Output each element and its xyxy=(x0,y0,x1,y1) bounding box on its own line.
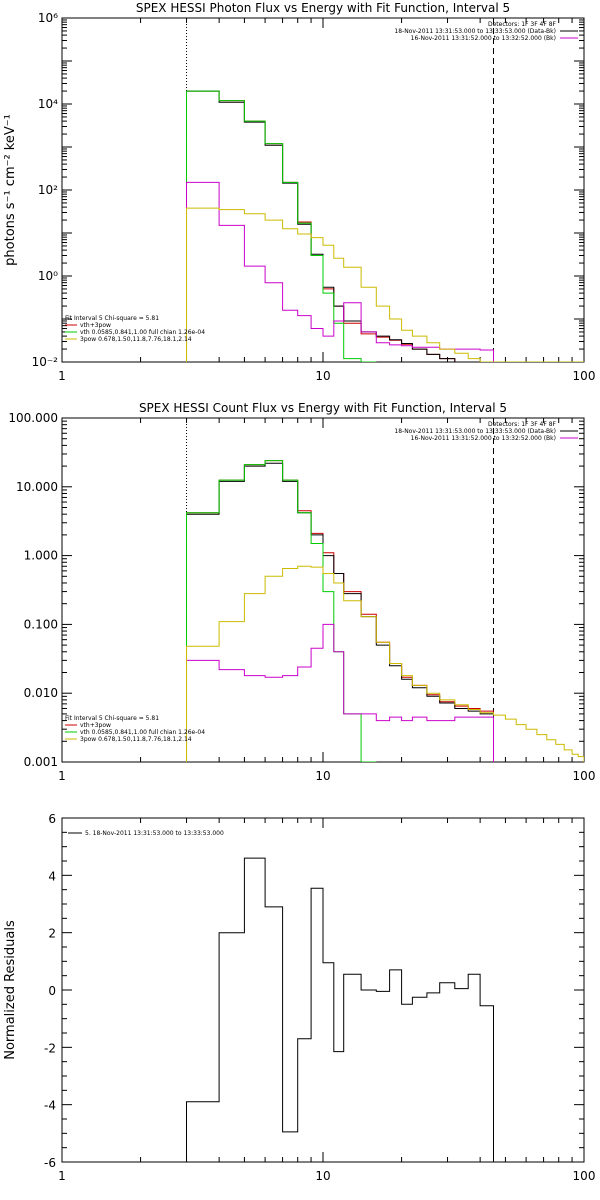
chart-title: SPEX HESSI Photon Flux vs Energy with Fi… xyxy=(136,1,510,15)
y-tick-label: -6 xyxy=(44,1156,56,1170)
series-bkg-line xyxy=(186,623,494,762)
series-residuals-line xyxy=(186,857,494,1162)
legend-entry: vth 0.0585,0.841,1.00 full chian 1.26e-0… xyxy=(80,729,205,736)
series-vth-line xyxy=(186,460,377,762)
y-tick-label: -4 xyxy=(44,1099,56,1113)
chart-title: SPEX HESSI Count Flux vs Energy with Fit… xyxy=(139,401,507,415)
legend-entry: 16-Nov-2011 13:31:52.000 to 13:32:52.000… xyxy=(411,435,556,442)
y-tick-label: 6 xyxy=(48,812,56,826)
y-tick-label: 0 xyxy=(48,984,56,998)
series-3pow-line xyxy=(186,565,584,762)
legend-entry: Fit Interval 5 Chi-square = 5.81 xyxy=(65,715,159,722)
legend-entry: Fit Interval 5 Chi-square = 5.81 xyxy=(65,315,159,322)
series-data_count-line xyxy=(186,462,494,762)
y-tick-label: 0.100 xyxy=(24,617,58,631)
x-tick-label: 1 xyxy=(58,769,66,783)
x-tick-label: 10 xyxy=(315,369,330,383)
legend-entry: 3pow 0.678,1.50,11.8,7.76,18.1,2.14 xyxy=(80,736,192,743)
legend-entry: 18-Nov-2011 13:31:53.000 to 13:33:53.000… xyxy=(394,28,556,35)
x-tick-label: 100 xyxy=(573,1169,596,1183)
x-tick-label: 10 xyxy=(315,769,330,783)
plot-frame xyxy=(61,817,585,1163)
y-tick-label: 10.000 xyxy=(16,480,58,494)
y-axis-label: Normalized Residuals xyxy=(3,920,18,1060)
y-tick-label: 10² xyxy=(38,183,58,197)
y-tick-label: 0.010 xyxy=(24,686,58,700)
plot-area xyxy=(186,460,584,762)
legend-entry: vth+3pow xyxy=(80,722,111,729)
y-tick-label: 10⁶ xyxy=(38,11,58,25)
x-tick-label: 100 xyxy=(573,769,596,783)
y-tick-label: 100.000 xyxy=(8,411,58,425)
panel-residuals: 1 10 100 -6 -4 -2 0 2 4 6 Normalized Residuals 5. 1… xyxy=(3,812,595,1183)
series-vth+3pow-line xyxy=(186,460,494,762)
y-tick-label: 2 xyxy=(48,927,56,941)
series-3pow-line xyxy=(186,207,584,362)
legend-entry: vth+3pow xyxy=(80,322,111,329)
panel-photon_flux: SPEX HESSI Photon Flux vs Energy with Fi… xyxy=(3,1,595,383)
plot-frame xyxy=(61,17,585,363)
series-vth-line xyxy=(186,90,377,362)
legend-entry: 18-Nov-2011 13:31:53.000 to 13:33:53.000… xyxy=(394,428,556,435)
x-tick-label: 1 xyxy=(58,1169,66,1183)
legend-entry: vth 0.0585,0.841,1.00 full chian 1.26e-0… xyxy=(80,329,205,336)
y-tick-label: 1.000 xyxy=(24,549,58,563)
legend-entry: 5. 18-Nov-2011 13:31:53.000 to 13:33:53.… xyxy=(85,830,224,837)
y-tick-label: 10⁻² xyxy=(32,355,59,369)
legend-entry: Detectors: 1F 3F 4F 8F xyxy=(488,421,557,428)
legend-entry: Detectors: 1F 3F 4F 8F xyxy=(488,21,557,28)
y-tick-label: 10⁴ xyxy=(38,97,58,111)
x-tick-label: 10 xyxy=(315,1169,330,1183)
panel-count_flux: SPEX HESSI Count Flux vs Energy with Fit… xyxy=(8,401,595,783)
legend-entry: 16-Nov-2011 13:31:52.000 to 13:32:52.000… xyxy=(411,35,556,42)
y-axis-label: photons s⁻¹ cm⁻² keV⁻¹ xyxy=(3,114,18,266)
y-tick-label: 0.001 xyxy=(24,755,58,769)
y-tick-label: 10⁰ xyxy=(38,269,58,283)
x-tick-label: 1 xyxy=(58,369,66,383)
legend-entry: 3pow 0.678,1.50,11.8,7.76,18.1,2.14 xyxy=(80,336,192,343)
plot-area xyxy=(186,90,584,362)
y-tick-label: 4 xyxy=(48,869,56,883)
plot-area xyxy=(186,857,494,1162)
y-tick-label: -2 xyxy=(44,1041,56,1055)
x-tick-label: 100 xyxy=(573,369,596,383)
